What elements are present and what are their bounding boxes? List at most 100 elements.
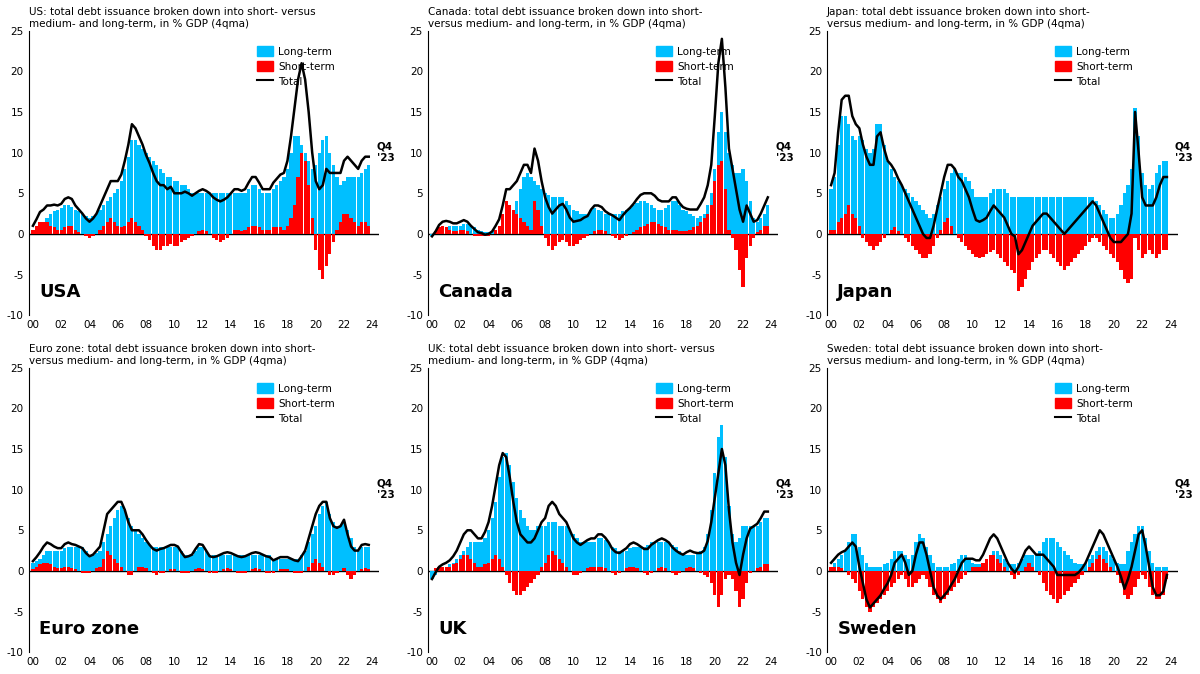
- Bar: [444, 227, 448, 234]
- Bar: [296, 177, 300, 234]
- Bar: [184, 234, 186, 241]
- Bar: [869, 234, 871, 246]
- Bar: [949, 564, 953, 571]
- Text: UK: UK: [438, 620, 467, 638]
- Legend: Long-term, Short-term, Total: Long-term, Short-term, Total: [253, 42, 340, 91]
- Bar: [1094, 551, 1098, 571]
- Bar: [64, 548, 66, 571]
- Bar: [1120, 234, 1122, 270]
- Bar: [678, 571, 682, 574]
- Bar: [71, 568, 73, 571]
- Bar: [120, 567, 122, 571]
- Bar: [53, 567, 55, 571]
- Bar: [720, 571, 724, 595]
- Bar: [455, 563, 458, 571]
- Bar: [1016, 234, 1020, 290]
- Bar: [586, 214, 589, 234]
- Bar: [749, 571, 751, 574]
- Bar: [632, 567, 635, 571]
- Bar: [692, 216, 695, 234]
- Bar: [752, 234, 755, 238]
- Bar: [547, 522, 551, 571]
- Bar: [1031, 234, 1034, 262]
- Bar: [462, 224, 466, 234]
- Bar: [703, 547, 706, 571]
- Bar: [992, 555, 995, 571]
- Bar: [1102, 210, 1105, 234]
- Bar: [458, 559, 462, 571]
- Bar: [251, 570, 253, 571]
- Bar: [60, 230, 62, 234]
- Bar: [360, 547, 364, 571]
- Bar: [752, 218, 755, 234]
- Bar: [35, 561, 38, 571]
- Bar: [318, 234, 320, 270]
- Bar: [1140, 571, 1144, 575]
- Bar: [1102, 559, 1105, 571]
- Bar: [1123, 234, 1126, 278]
- Bar: [158, 169, 162, 234]
- Bar: [1074, 563, 1076, 571]
- Bar: [964, 571, 967, 575]
- Bar: [982, 234, 985, 257]
- Bar: [1165, 234, 1169, 250]
- Bar: [455, 559, 458, 571]
- Bar: [67, 567, 70, 571]
- Bar: [229, 570, 233, 571]
- Bar: [151, 234, 155, 246]
- Bar: [1162, 571, 1165, 595]
- Bar: [116, 510, 119, 571]
- Bar: [685, 568, 688, 571]
- Bar: [106, 534, 109, 571]
- Bar: [487, 234, 490, 235]
- Bar: [364, 222, 367, 234]
- Bar: [589, 567, 593, 571]
- Bar: [982, 563, 985, 571]
- Bar: [1027, 197, 1031, 234]
- Bar: [632, 206, 635, 234]
- Bar: [56, 210, 59, 234]
- Bar: [364, 568, 367, 571]
- Bar: [886, 563, 889, 571]
- Bar: [1056, 571, 1058, 603]
- Bar: [494, 502, 497, 571]
- Bar: [293, 206, 296, 234]
- Bar: [131, 140, 133, 234]
- Bar: [586, 568, 589, 571]
- Bar: [862, 555, 864, 571]
- Bar: [706, 571, 709, 578]
- Bar: [134, 222, 137, 234]
- Bar: [1162, 567, 1165, 571]
- Bar: [140, 539, 144, 571]
- Bar: [709, 206, 713, 234]
- Bar: [656, 568, 660, 571]
- Bar: [618, 571, 620, 574]
- Bar: [137, 226, 140, 234]
- Bar: [1102, 547, 1105, 571]
- Bar: [1147, 571, 1151, 587]
- Bar: [734, 571, 738, 591]
- Bar: [166, 547, 169, 571]
- Bar: [258, 570, 260, 571]
- Bar: [84, 216, 88, 234]
- Bar: [296, 136, 300, 234]
- Bar: [1165, 571, 1169, 579]
- Bar: [943, 189, 946, 234]
- Bar: [473, 234, 476, 235]
- Bar: [522, 177, 526, 234]
- Bar: [575, 539, 578, 571]
- Bar: [236, 230, 240, 234]
- Bar: [547, 555, 551, 571]
- Bar: [98, 230, 102, 234]
- Bar: [1109, 234, 1112, 254]
- Bar: [314, 234, 317, 250]
- Bar: [491, 231, 493, 234]
- Bar: [604, 214, 607, 234]
- Bar: [569, 234, 571, 246]
- Bar: [53, 227, 55, 234]
- Bar: [211, 571, 215, 574]
- Bar: [282, 230, 286, 234]
- Bar: [756, 526, 758, 571]
- Bar: [484, 233, 487, 234]
- Bar: [1091, 555, 1094, 571]
